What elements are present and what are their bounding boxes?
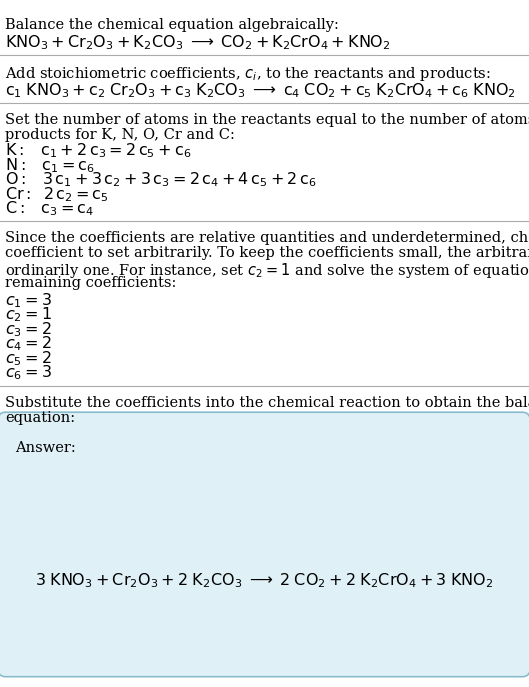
Text: $c_4 = 2$: $c_4 = 2$ — [5, 335, 52, 353]
Text: Since the coefficients are relative quantities and underdetermined, choose a: Since the coefficients are relative quan… — [5, 231, 529, 245]
Text: $c_6 = 3$: $c_6 = 3$ — [5, 363, 52, 382]
Text: $\mathrm{C:\;\;\;c_3 = c_4}$: $\mathrm{C:\;\;\;c_3 = c_4}$ — [5, 199, 95, 218]
Text: $\mathrm{Cr:\;\;2\,c_2 = c_5}$: $\mathrm{Cr:\;\;2\,c_2 = c_5}$ — [5, 185, 109, 203]
Text: Balance the chemical equation algebraically:: Balance the chemical equation algebraica… — [5, 18, 339, 32]
Text: Add stoichiometric coefficients, $c_i$, to the reactants and products:: Add stoichiometric coefficients, $c_i$, … — [5, 65, 491, 82]
Text: $c_5 = 2$: $c_5 = 2$ — [5, 349, 52, 368]
Text: remaining coefficients:: remaining coefficients: — [5, 276, 177, 290]
Text: coefficient to set arbitrarily. To keep the coefficients small, the arbitrary va: coefficient to set arbitrarily. To keep … — [5, 246, 529, 260]
Text: $\mathrm{N:\;\;\;c_1 = c_6}$: $\mathrm{N:\;\;\;c_1 = c_6}$ — [5, 156, 95, 174]
Text: products for K, N, O, Cr and C:: products for K, N, O, Cr and C: — [5, 128, 235, 142]
Text: $\mathrm{3\;KNO_3 + Cr_2O_3 + 2\;K_2CO_3 \;\longrightarrow\; 2\;CO_2 + 2\;K_2CrO: $\mathrm{3\;KNO_3 + Cr_2O_3 + 2\;K_2CO_3… — [35, 571, 494, 590]
FancyBboxPatch shape — [0, 412, 529, 677]
Text: $c_3 = 2$: $c_3 = 2$ — [5, 320, 52, 339]
Text: Set the number of atoms in the reactants equal to the number of atoms in the: Set the number of atoms in the reactants… — [5, 113, 529, 126]
Text: $\mathrm{KNO_3 + Cr_2O_3 + K_2CO_3 \;\longrightarrow\; CO_2 + K_2CrO_4 + KNO_2}$: $\mathrm{KNO_3 + Cr_2O_3 + K_2CO_3 \;\lo… — [5, 33, 391, 52]
Text: $\mathrm{K:\;\;\;c_1 + 2\,c_3 = 2\,c_5 + c_6}$: $\mathrm{K:\;\;\;c_1 + 2\,c_3 = 2\,c_5 +… — [5, 142, 191, 160]
Text: Substitute the coefficients into the chemical reaction to obtain the balanced: Substitute the coefficients into the che… — [5, 396, 529, 409]
Text: Answer:: Answer: — [15, 441, 76, 455]
Text: $c_2 = 1$: $c_2 = 1$ — [5, 306, 52, 324]
Text: $c_1 = 3$: $c_1 = 3$ — [5, 291, 52, 310]
Text: ordinarily one. For instance, set $c_2 = 1$ and solve the system of equations fo: ordinarily one. For instance, set $c_2 =… — [5, 261, 529, 280]
Text: $\mathrm{O:\;\;\;3\,c_1 + 3\,c_2 + 3\,c_3 = 2\,c_4 + 4\,c_5 + 2\,c_6}$: $\mathrm{O:\;\;\;3\,c_1 + 3\,c_2 + 3\,c_… — [5, 170, 317, 189]
Text: $\mathrm{c_1\;KNO_3 + c_2\;Cr_2O_3 + c_3\;K_2CO_3 \;\longrightarrow\; c_4\;CO_2 : $\mathrm{c_1\;KNO_3 + c_2\;Cr_2O_3 + c_3… — [5, 81, 516, 100]
Text: equation:: equation: — [5, 411, 76, 425]
